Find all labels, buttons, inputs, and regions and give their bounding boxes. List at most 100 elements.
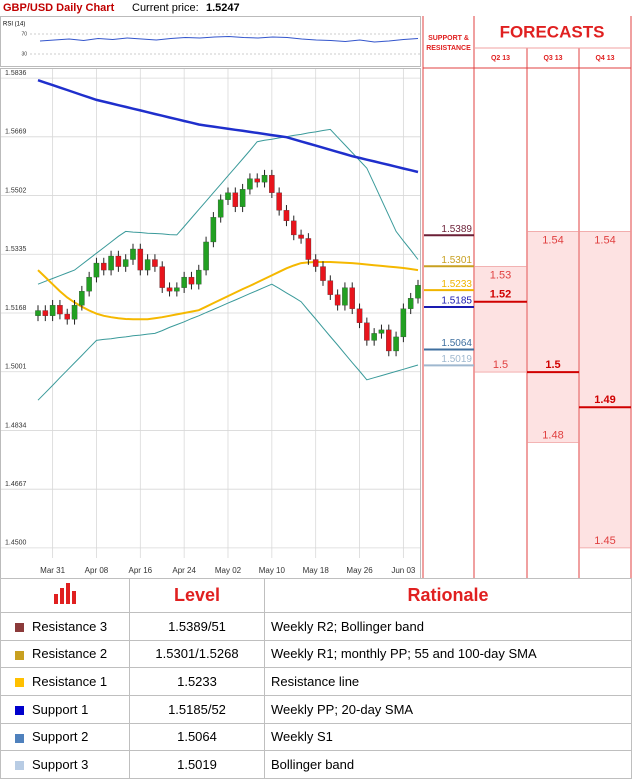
table-row: Resistance 1 1.5233 Resistance line <box>0 667 632 696</box>
candle-body <box>225 192 231 200</box>
y-tick-label: 1.4667 <box>5 481 27 488</box>
quarter-label: Q3 13 <box>543 55 562 62</box>
quarter-label: Q2 13 <box>491 55 510 62</box>
level-label: 1.5064 <box>441 338 472 349</box>
table-row: Support 2 1.5064 Weekly S1 <box>0 722 632 752</box>
candle-body <box>342 287 348 306</box>
candle-body <box>188 276 195 285</box>
level-label: 1.5389 <box>441 224 472 235</box>
candle-body <box>407 298 414 309</box>
x-tick-label: Apr 16 <box>129 566 153 575</box>
x-tick-label: May 02 <box>215 566 242 575</box>
candle-body <box>320 266 326 281</box>
forecast-low-label: 1.45 <box>594 535 615 547</box>
indicator-line <box>37 128 419 285</box>
y-tick-label: 1.5502 <box>5 187 27 194</box>
level-rationale: Resistance line <box>264 667 632 696</box>
level-value: 1.5064 <box>129 722 265 752</box>
level-name: Resistance 3 <box>32 618 108 634</box>
chart-area: GBP/USD Daily Chart Current price: 1.524… <box>0 2 632 579</box>
x-tick-label: Mar 31 <box>40 566 65 575</box>
level-value: 1.5019 <box>129 750 265 779</box>
forecast-mean-label: 1.49 <box>594 394 615 406</box>
level-rationale: Weekly S1 <box>264 722 632 752</box>
candle-body <box>203 241 209 271</box>
forecast-low-label: 1.48 <box>542 429 563 441</box>
chart-icon <box>54 583 76 604</box>
y-tick-label: 1.5001 <box>5 364 27 371</box>
candle-body <box>276 192 282 211</box>
candle-body <box>283 210 290 222</box>
table-body: Level Rationale Resistance 3 1.5389/51 Wee… <box>0 578 632 779</box>
candle-body <box>174 287 180 292</box>
candle-body <box>247 178 253 190</box>
level-value: 1.5389/51 <box>129 612 265 641</box>
level-label: 1.5185 <box>441 296 472 307</box>
level-label: 1.5233 <box>441 279 472 290</box>
level-name-cell: Support 3 <box>0 750 130 779</box>
color-swatch <box>15 761 24 771</box>
level-value: 1.5301/1.5268 <box>129 639 265 669</box>
candle-body <box>101 262 107 271</box>
y-tick-label: 1.4834 <box>5 422 27 429</box>
current-price: 1.5247 <box>206 2 240 14</box>
y-tick-label: 1.4500 <box>5 540 27 547</box>
candle-body <box>210 217 217 243</box>
level-name: Resistance 2 <box>32 646 108 662</box>
header-level: Level <box>129 578 265 613</box>
x-tick-label: May 10 <box>259 566 286 575</box>
plot-frame <box>0 68 421 579</box>
candle-body <box>79 291 85 306</box>
table-row: Resistance 2 1.5301/1.5268 Weekly R1; mont… <box>0 639 632 669</box>
y-tick-label: 1.5836 <box>5 70 27 77</box>
x-tick-label: May 26 <box>346 566 373 575</box>
candle-body <box>371 333 377 341</box>
candle-body <box>49 305 56 316</box>
y-tick-label: 1.5168 <box>5 305 27 312</box>
candle-body <box>386 329 392 352</box>
table-row: Resistance 3 1.5389/51 Weekly R2; Bollinge… <box>0 612 632 641</box>
candle-body <box>364 322 370 341</box>
candle-body <box>312 259 319 267</box>
color-swatch <box>15 650 24 660</box>
forecasts-title: FORECASTS <box>500 22 605 41</box>
forecast-range <box>579 231 631 549</box>
level-name-cell: Support 2 <box>0 722 130 752</box>
rsi-tick-label: 30 <box>21 51 27 57</box>
forecast-high-label: 1.54 <box>594 234 615 246</box>
indicator-line <box>37 261 419 321</box>
candle-body <box>152 259 158 267</box>
candle-body <box>415 285 421 299</box>
y-tick-label: 1.5669 <box>5 129 27 136</box>
candle-body <box>137 248 144 271</box>
rsi-line <box>39 35 419 43</box>
level-rationale: Weekly R2; Bollinger band <box>264 612 632 641</box>
icon-cell <box>0 578 130 613</box>
candle-body <box>159 266 165 288</box>
candle-body <box>144 259 151 271</box>
color-swatch <box>15 705 24 715</box>
indicator-line <box>37 283 419 401</box>
level-rationale: Bollinger band <box>264 750 632 779</box>
color-swatch <box>15 678 24 688</box>
level-value: 1.5185/52 <box>129 694 265 724</box>
level-name-cell: Support 1 <box>0 694 130 724</box>
candle-body <box>261 174 268 183</box>
candle-body <box>71 305 78 320</box>
rsi-frame <box>0 16 421 67</box>
candle-body <box>269 174 275 193</box>
indicator-line <box>37 79 419 174</box>
candle-body <box>254 178 260 183</box>
candle-body <box>400 308 407 338</box>
candle-body <box>108 255 114 271</box>
x-tick-label: Apr 24 <box>172 566 196 575</box>
level-name: Support 1 <box>32 701 89 717</box>
candle-body <box>217 199 224 218</box>
candle-body <box>393 336 399 352</box>
candle-body <box>239 189 246 207</box>
candle-body <box>378 329 385 334</box>
forecast-high-label: 1.53 <box>490 269 511 281</box>
level-rationale: Weekly R1; monthly PP; 55 and 100-day SM… <box>264 639 632 669</box>
y-tick-label: 1.5335 <box>5 246 27 253</box>
